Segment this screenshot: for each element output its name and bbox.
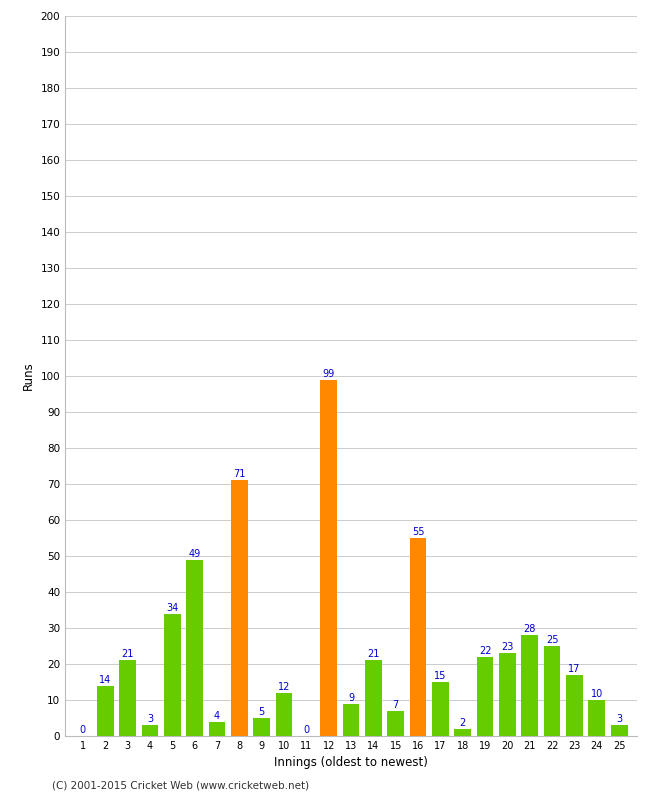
- Text: 22: 22: [479, 646, 491, 656]
- Bar: [231, 480, 248, 736]
- Bar: [365, 661, 382, 736]
- Text: 17: 17: [568, 664, 580, 674]
- Text: 2: 2: [460, 718, 466, 728]
- Text: 21: 21: [122, 650, 134, 659]
- Text: 0: 0: [80, 725, 86, 735]
- Bar: [254, 718, 270, 736]
- Text: 0: 0: [304, 725, 309, 735]
- Bar: [97, 686, 114, 736]
- Bar: [499, 653, 516, 736]
- Text: 71: 71: [233, 470, 246, 479]
- Text: 49: 49: [188, 549, 201, 558]
- Bar: [142, 726, 159, 736]
- Text: 7: 7: [393, 700, 399, 710]
- Bar: [276, 693, 292, 736]
- Y-axis label: Runs: Runs: [22, 362, 35, 390]
- Text: 14: 14: [99, 674, 111, 685]
- Bar: [454, 729, 471, 736]
- Bar: [186, 560, 203, 736]
- Bar: [387, 711, 404, 736]
- Bar: [343, 704, 359, 736]
- Text: 99: 99: [322, 369, 335, 378]
- Text: (C) 2001-2015 Cricket Web (www.cricketweb.net): (C) 2001-2015 Cricket Web (www.cricketwe…: [52, 781, 309, 790]
- Text: 5: 5: [259, 707, 265, 717]
- X-axis label: Innings (oldest to newest): Innings (oldest to newest): [274, 757, 428, 770]
- Bar: [119, 661, 136, 736]
- Text: 9: 9: [348, 693, 354, 702]
- Bar: [164, 614, 181, 736]
- Text: 3: 3: [147, 714, 153, 724]
- Text: 10: 10: [591, 689, 603, 699]
- Text: 23: 23: [501, 642, 514, 652]
- Bar: [566, 675, 583, 736]
- Text: 28: 28: [523, 624, 536, 634]
- Text: 21: 21: [367, 650, 380, 659]
- Bar: [588, 700, 605, 736]
- Bar: [410, 538, 426, 736]
- Text: 4: 4: [214, 710, 220, 721]
- Text: 15: 15: [434, 671, 447, 681]
- Text: 55: 55: [412, 527, 424, 537]
- Bar: [521, 635, 538, 736]
- Bar: [432, 682, 448, 736]
- Bar: [611, 726, 627, 736]
- Bar: [209, 722, 226, 736]
- Text: 3: 3: [616, 714, 622, 724]
- Text: 34: 34: [166, 602, 178, 613]
- Text: 25: 25: [546, 635, 558, 645]
- Bar: [320, 380, 337, 736]
- Text: 12: 12: [278, 682, 290, 692]
- Bar: [543, 646, 560, 736]
- Bar: [476, 657, 493, 736]
